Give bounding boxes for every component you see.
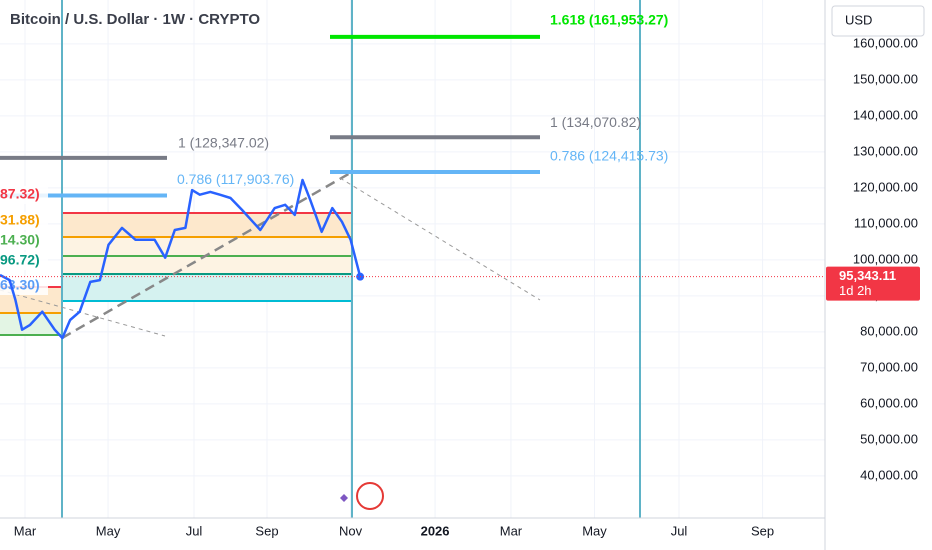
x-tick-label: Mar [14, 523, 37, 538]
currency-button[interactable] [831, 5, 925, 37]
last-price-label: 95,343.11 [839, 268, 896, 283]
chart-title: Bitcoin / U.S. Dollar · 1W · CRYPTO [10, 11, 260, 28]
x-tick-label: Sep [255, 523, 278, 538]
event-icon [340, 494, 348, 502]
y-tick-label: 150,000.00 [853, 71, 918, 86]
x-tick-label: May [96, 523, 121, 538]
partial-label: 14.30) [0, 232, 40, 248]
x-tick-label: Mar [500, 523, 523, 538]
y-tick-label: 70,000.00 [860, 359, 918, 374]
axes: 40,000.00 50,000.00 60,000.00 70,000.00 80,0… [14, 35, 920, 538]
partial-label: 31.88) [0, 212, 40, 228]
y-tick-label: 80,000.00 [860, 323, 918, 338]
y-tick-label: 40,000.00 [860, 467, 918, 482]
x-tick-label: Nov [339, 523, 363, 538]
countdown: 1d 2h [839, 283, 872, 298]
plot: 1.618 (161,953.27) 1 (134,070.82) 0.786 (1… [0, 12, 825, 340]
currency[interactable]: USD [845, 12, 872, 27]
trend-line [339, 177, 541, 301]
y-tick-label: 140,000.00 [853, 107, 918, 122]
y-tick-label: 50,000.00 [860, 431, 918, 446]
y-tick-label: 110,000.00 [854, 215, 918, 230]
partial-label: 87.32) [0, 186, 40, 202]
y-tick-label: 100,000.00 [853, 251, 918, 266]
price-line [0, 178, 362, 340]
fib-label: 1 (128,347.02) [178, 135, 269, 151]
x-tick-label: May [582, 523, 607, 538]
fib-label: 0.786 (124,415.73) [550, 148, 668, 164]
event-icon[interactable] [356, 482, 384, 510]
label-bg [0, 252, 48, 270]
fib-label: 0.786 (117,903.76) [177, 171, 294, 187]
fib-label: 1 (134,070.82) [550, 114, 641, 130]
label-bg [0, 186, 48, 204]
y-tick-label: 120,000.00 [853, 179, 918, 194]
y-tick-label: 160,000.00 [853, 35, 918, 50]
partial-label: 96.72) [0, 252, 40, 268]
fib-band [62, 213, 352, 237]
x-tick-label: Jul [671, 523, 688, 538]
fib-band [62, 274, 352, 301]
price-tag [826, 266, 920, 301]
x-tick-label: Jul [186, 523, 203, 538]
y-tick-label: 130,000.00 [853, 143, 918, 158]
x-tick-label: Sep [751, 523, 774, 538]
fib-label: 1.618 (161,953.27) [550, 12, 668, 28]
trend-line [61, 170, 353, 340]
x-tick-label: 2026 [421, 523, 450, 538]
label-bg [0, 212, 48, 230]
y-tick-label: 60,000.00 [860, 395, 918, 410]
label-bg [0, 232, 48, 250]
